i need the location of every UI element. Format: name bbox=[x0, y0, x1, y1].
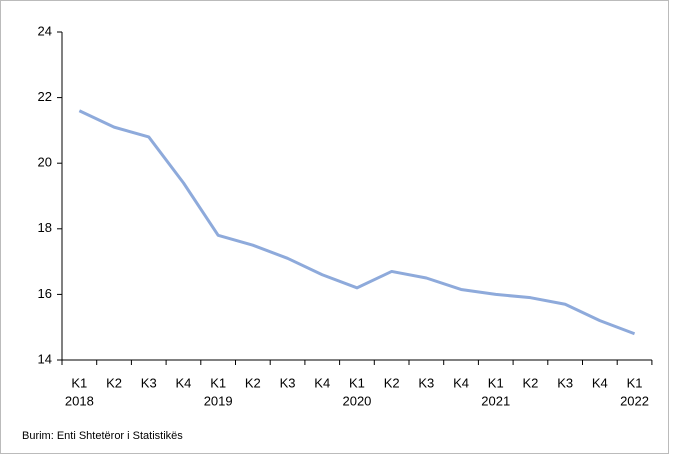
series-line bbox=[78, 109, 636, 336]
x-tick-label: K1 bbox=[71, 375, 87, 390]
x-tick-label: K4 bbox=[453, 375, 469, 390]
y-tick-label: 20 bbox=[38, 155, 52, 170]
x-group-label: 2019 bbox=[204, 393, 233, 408]
x-tick-label: K3 bbox=[557, 375, 573, 390]
x-tick-label: K2 bbox=[245, 375, 261, 390]
x-group-label: 2018 bbox=[65, 393, 94, 408]
x-tick-label: K2 bbox=[522, 375, 538, 390]
x-tick-label: K3 bbox=[280, 375, 296, 390]
source-note: Burim: Enti Shtetëror i Statistikës bbox=[22, 430, 183, 442]
x-tick-label: K4 bbox=[175, 375, 191, 390]
chart-frame bbox=[0, 0, 669, 454]
x-tick-label: K3 bbox=[418, 375, 434, 390]
y-tick-label: 22 bbox=[38, 89, 52, 104]
x-tick-label: K1 bbox=[210, 375, 226, 390]
x-tick-label: K1 bbox=[349, 375, 365, 390]
x-tick-label: K1 bbox=[488, 375, 504, 390]
x-group-label: 2022 bbox=[620, 393, 649, 408]
x-tick-label: K2 bbox=[384, 375, 400, 390]
x-tick-label: K3 bbox=[141, 375, 157, 390]
x-group-label: 2021 bbox=[481, 393, 510, 408]
x-tick-label: K1 bbox=[627, 375, 643, 390]
y-tick-label: 16 bbox=[38, 286, 52, 301]
x-tick-label: K4 bbox=[314, 375, 330, 390]
y-tick-label: 24 bbox=[38, 23, 52, 38]
y-tick-label: 18 bbox=[38, 220, 52, 235]
y-tick-label: 14 bbox=[38, 351, 52, 366]
x-tick-label: K4 bbox=[592, 375, 608, 390]
x-tick-label: K2 bbox=[106, 375, 122, 390]
x-group-label: 2020 bbox=[342, 393, 371, 408]
